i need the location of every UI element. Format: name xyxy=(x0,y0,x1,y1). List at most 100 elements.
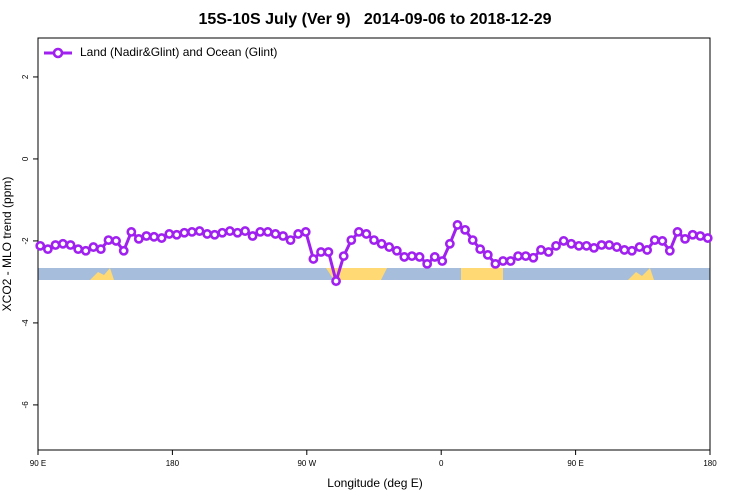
data-point xyxy=(118,245,129,256)
y-tick-label: -6 xyxy=(21,401,30,409)
data-point xyxy=(391,245,402,256)
data-point xyxy=(498,256,508,266)
data-point xyxy=(573,240,584,251)
data-point xyxy=(240,226,251,236)
data-point xyxy=(361,229,372,239)
data-point xyxy=(232,227,243,238)
data-point xyxy=(126,227,137,237)
data-point xyxy=(354,227,364,237)
data-point xyxy=(687,229,698,240)
data-point xyxy=(611,242,622,252)
data-point xyxy=(300,227,311,237)
data-point xyxy=(429,252,440,262)
data-point xyxy=(414,252,425,262)
y-tick-label: -4 xyxy=(21,319,30,327)
data-point xyxy=(528,252,539,263)
data-point xyxy=(475,244,486,255)
data-point xyxy=(581,240,592,251)
y-tick-label: -2 xyxy=(21,237,30,245)
data-point xyxy=(551,240,561,251)
data-point xyxy=(460,224,470,235)
data-point xyxy=(558,236,569,246)
data-point xyxy=(657,236,668,246)
data-point xyxy=(566,238,577,249)
data-point xyxy=(452,220,463,230)
data-point xyxy=(50,240,61,250)
data-point xyxy=(179,227,190,238)
legend-label: Land (Nadir&Glint) and Ocean (Glint) xyxy=(80,45,277,59)
data-point xyxy=(338,251,349,261)
data-point xyxy=(323,247,334,257)
data-point xyxy=(164,229,175,239)
x-tick-label: 90 E xyxy=(30,459,46,468)
data-point xyxy=(95,244,106,255)
data-point xyxy=(649,235,660,246)
data-point xyxy=(278,231,288,241)
data-point xyxy=(604,240,615,250)
data-point xyxy=(664,245,675,256)
data-point xyxy=(596,240,607,250)
data-point xyxy=(520,251,531,261)
data-point xyxy=(262,227,273,237)
data-point xyxy=(680,233,690,244)
data-point xyxy=(513,251,524,261)
data-point xyxy=(224,226,235,236)
data-point xyxy=(42,244,53,255)
data-point xyxy=(543,247,554,257)
data-point xyxy=(171,229,182,240)
data-point xyxy=(346,235,357,246)
data-point xyxy=(505,256,516,266)
data-point xyxy=(73,244,84,255)
data-point xyxy=(444,238,455,249)
data-point xyxy=(482,249,493,260)
data-point xyxy=(384,242,395,252)
data-point xyxy=(490,258,501,269)
data-point xyxy=(65,240,76,250)
data-point xyxy=(376,238,387,249)
data-point xyxy=(255,227,266,237)
data-point xyxy=(316,247,326,257)
data-point xyxy=(149,231,159,242)
x-tick-label: 90 E xyxy=(567,459,583,468)
data-point xyxy=(536,245,546,255)
y-tick-label: 2 xyxy=(21,74,30,79)
data-point xyxy=(702,233,713,243)
data-point xyxy=(308,254,319,264)
data-point xyxy=(369,235,379,246)
data-point xyxy=(642,245,653,255)
data-point xyxy=(467,235,478,246)
data-point xyxy=(80,245,91,256)
legend-marker xyxy=(52,47,64,59)
data-point xyxy=(285,235,296,246)
data-point xyxy=(111,236,122,246)
x-tick-label: 180 xyxy=(703,459,717,468)
data-point xyxy=(626,245,637,256)
data-point xyxy=(103,235,114,246)
data-point xyxy=(695,231,706,241)
x-tick-label: 180 xyxy=(166,459,180,468)
land-strip xyxy=(90,268,114,280)
data-point xyxy=(589,242,599,253)
x-axis-label: Longitude (deg E) xyxy=(327,476,422,490)
land-strip xyxy=(628,268,654,280)
data-point xyxy=(88,242,99,252)
data-point xyxy=(209,229,220,240)
land-ocean-strip xyxy=(38,268,710,280)
data-point xyxy=(293,229,304,239)
y-tick-label: 0 xyxy=(21,156,30,161)
data-point xyxy=(202,229,213,239)
data-point xyxy=(35,240,46,251)
chart-title: 15S-10S July (Ver 9) 2014-09-06 to 2018-… xyxy=(198,11,551,28)
data-point xyxy=(133,233,144,244)
y-axis-label: XCO2 - MLO trend (ppm) xyxy=(0,177,14,312)
data-point xyxy=(217,227,228,238)
data-point xyxy=(399,252,410,262)
data-point xyxy=(634,242,645,252)
data-point xyxy=(672,227,683,237)
data-point xyxy=(247,231,258,241)
data-point xyxy=(156,233,167,243)
data-point xyxy=(58,238,68,249)
data-point xyxy=(187,227,197,237)
